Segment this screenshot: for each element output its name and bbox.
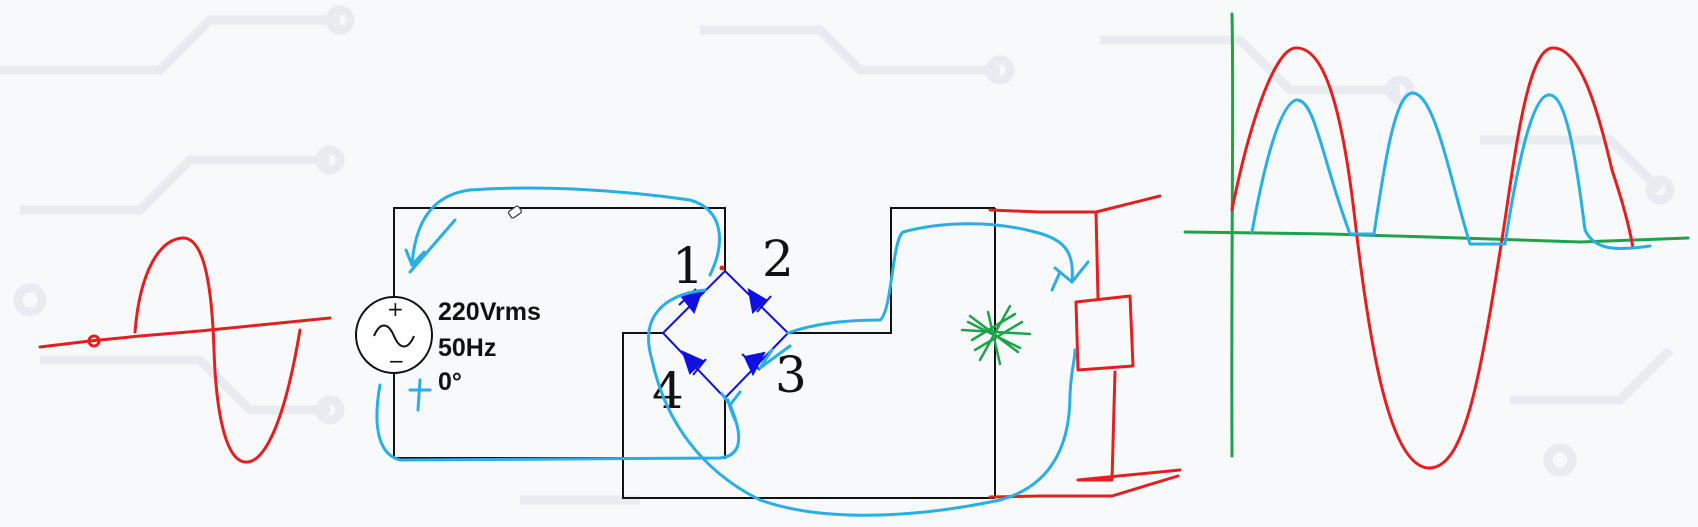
diode-label-3: 3 [775, 346, 807, 404]
ac-source-icon: + − [355, 296, 433, 374]
green-scribble [960, 304, 1032, 366]
output-y-axis [1230, 12, 1235, 458]
input-sine-sketch [38, 236, 332, 464]
output-x-axis [1183, 230, 1690, 244]
load-resistor-sketch [988, 194, 1182, 499]
wire-output-positive [788, 207, 995, 334]
output-axes [1183, 12, 1690, 458]
source-phase-label: 0° [438, 368, 462, 396]
input-axis-line [38, 316, 332, 349]
background-pattern [0, 5, 1675, 505]
junction-dot [719, 265, 725, 271]
wire-top-left [393, 207, 726, 327]
diode-icon [747, 288, 772, 314]
rectified-output-wave [1250, 91, 1652, 251]
diode-label-2: 2 [762, 230, 794, 288]
input-sine-wave [133, 236, 302, 464]
polarity-mark-blue [408, 378, 432, 412]
source-voltage-label: 220Vrms [438, 298, 541, 326]
source-minus-sign: − [388, 349, 405, 373]
diode-icon [741, 351, 766, 377]
source-plus-sign: + [387, 297, 404, 321]
diode-icon [681, 350, 707, 376]
circuit-wires [393, 207, 996, 499]
source-frequency-label: 50Hz [438, 334, 496, 362]
current-flow-path [375, 186, 1090, 517]
cursor-icon [507, 205, 523, 219]
diode-label-4: 4 [652, 362, 684, 420]
input-sine-wave-right [1230, 46, 1635, 470]
diode-bridge [661, 269, 790, 400]
wire-output-negative [622, 332, 995, 499]
diode-label-1: 1 [672, 237, 704, 295]
